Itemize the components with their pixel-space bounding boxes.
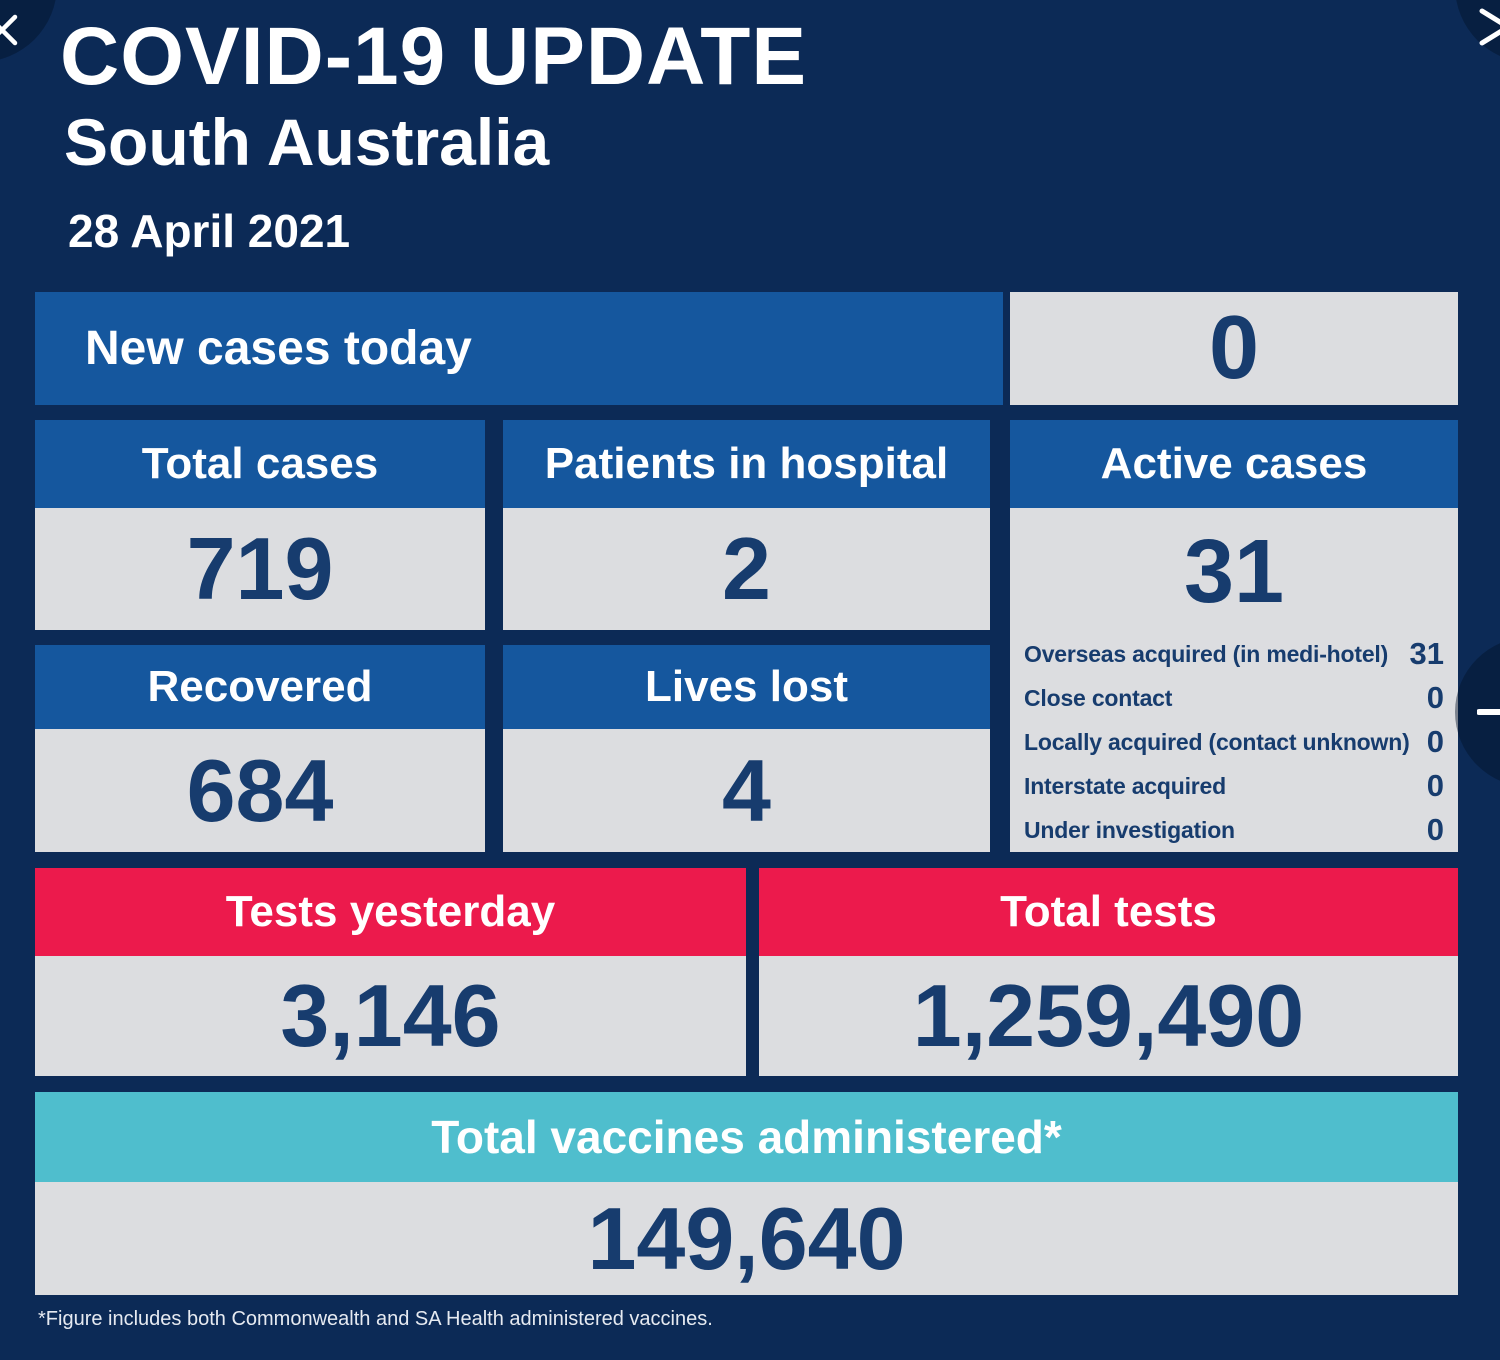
active-cases-body: 31 Overseas acquired (in medi-hotel) 31 …: [1010, 508, 1458, 852]
breakdown-value: 31: [1409, 636, 1444, 671]
stat-label-active-cases: Active cases: [1010, 420, 1458, 508]
breakdown-label: Close contact: [1024, 684, 1173, 711]
active-cases-breakdown: Overseas acquired (in medi-hotel) 31 Clo…: [1010, 632, 1458, 852]
breakdown-label: Overseas acquired (in medi-hotel): [1024, 640, 1389, 667]
stat-label-lives-lost: Lives lost: [503, 645, 990, 729]
stat-label-patients-in-hospital: Patients in hospital: [503, 420, 990, 508]
page-subtitle: South Australia: [64, 105, 550, 179]
breakdown-row: Locally acquired (contact unknown) 0: [1024, 720, 1444, 764]
stat-label-total-cases: Total cases: [35, 420, 485, 508]
stat-label-tests-yesterday: Tests yesterday: [35, 868, 746, 956]
new-cases-bar: New cases today: [35, 292, 1003, 405]
stat-value-lives-lost: 4: [503, 729, 990, 852]
chevron-right-icon[interactable]: [1474, 5, 1500, 49]
stat-card-lives-lost: Lives lost 4: [503, 645, 990, 852]
new-cases-value: 0: [1010, 292, 1458, 405]
stat-card-total-vaccines: Total vaccines administered* 149,640: [35, 1092, 1458, 1295]
stat-label-total-tests: Total tests: [759, 868, 1458, 956]
stat-card-tests-yesterday: Tests yesterday 3,146: [35, 868, 746, 1076]
breakdown-row: Under investigation 0: [1024, 808, 1444, 852]
stat-value-total-vaccines: 149,640: [35, 1182, 1458, 1295]
breakdown-row: Interstate acquired 0: [1024, 764, 1444, 808]
breakdown-label: Interstate acquired: [1024, 772, 1226, 799]
stat-value-total-cases: 719: [35, 508, 485, 630]
close-icon[interactable]: [0, 12, 20, 48]
breakdown-value: 0: [1426, 812, 1444, 847]
breakdown-row: Close contact 0: [1024, 676, 1444, 720]
breakdown-row: Overseas acquired (in medi-hotel) 31: [1024, 632, 1444, 676]
breakdown-value: 0: [1426, 768, 1444, 803]
breakdown-label: Under investigation: [1024, 816, 1235, 843]
stat-card-active-cases: Active cases 31 Overseas acquired (in me…: [1010, 420, 1458, 852]
page-title: COVID-19 UPDATE: [60, 11, 808, 102]
breakdown-label: Locally acquired (contact unknown): [1024, 728, 1410, 755]
footnote: *Figure includes both Commonwealth and S…: [38, 1308, 713, 1330]
stat-card-total-cases: Total cases 719: [35, 420, 485, 630]
stat-value-tests-yesterday: 3,146: [35, 956, 746, 1076]
new-cases-label: New cases today: [85, 322, 472, 375]
stat-label-total-vaccines: Total vaccines administered*: [35, 1092, 1458, 1182]
stat-label-recovered: Recovered: [35, 645, 485, 729]
stat-card-patients-in-hospital: Patients in hospital 2: [503, 420, 990, 630]
report-date: 28 April 2021: [68, 205, 351, 257]
breakdown-value: 0: [1426, 680, 1444, 715]
breakdown-value: 0: [1426, 724, 1444, 759]
stat-value-active-cases: 31: [1183, 521, 1285, 622]
stat-card-recovered: Recovered 684: [35, 645, 485, 852]
stat-card-total-tests: Total tests 1,259,490: [759, 868, 1458, 1076]
stat-value-recovered: 684: [35, 729, 485, 852]
stat-value-total-tests: 1,259,490: [759, 956, 1458, 1076]
stat-value-patients-in-hospital: 2: [503, 508, 990, 630]
arrow-right-icon[interactable]: [1477, 692, 1500, 732]
